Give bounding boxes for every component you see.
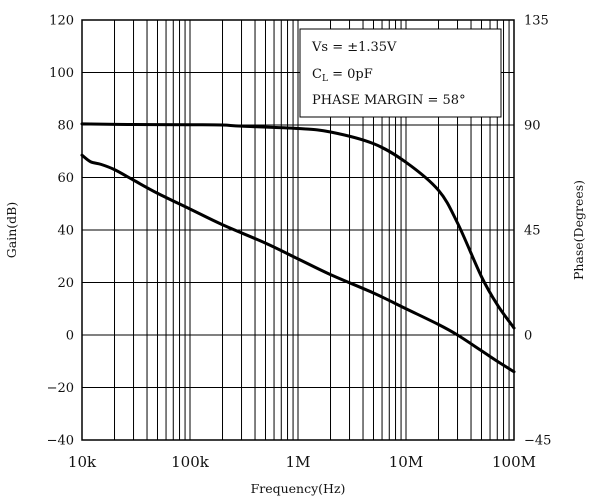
x-tick-label: 10M [389, 453, 423, 471]
x-tick-label: 100k [171, 453, 210, 471]
y-left-tick-label: 100 [49, 66, 74, 81]
legend-frame [299, 28, 502, 118]
legend-cl-value: = 0pF [328, 67, 373, 82]
y-left-tick-label: 120 [49, 14, 74, 29]
y-left-tick-label: 0 [66, 329, 74, 344]
y-left-tick-label: −40 [47, 434, 74, 449]
x-tick-label: 1M [286, 453, 311, 471]
legend-supply-voltage: Vs = ±1.35V [311, 40, 397, 55]
y-right-tick-label: 0 [524, 329, 532, 344]
y-left-axis-label: Gain(dB) [4, 202, 19, 258]
x-tick-label: 10k [68, 453, 97, 471]
y-right-tick-label: 135 [524, 14, 549, 29]
ticks-layer: −40 −20 0 20 40 60 80 100 120 −45 0 45 90 135 10k 100k 1… [47, 14, 552, 472]
y-left-tick-label: 60 [57, 171, 74, 186]
y-right-tick-label: 45 [524, 224, 541, 239]
x-axis-label: Frequency(Hz) [251, 481, 346, 496]
legend-box: Vs = ±1.35V CL = 0pF PHASE MARGIN = 58° [299, 28, 502, 118]
y-left-tick-label: 80 [57, 119, 74, 134]
legend-cl-subscript: L [322, 74, 328, 84]
legend-phase-margin: PHASE MARGIN = 58° [312, 93, 466, 108]
y-right-tick-label: −45 [524, 434, 551, 449]
y-left-tick-label: 40 [57, 224, 74, 239]
y-left-tick-label: 20 [57, 276, 74, 291]
y-right-axis-label: Phase(Degrees) [571, 180, 586, 280]
plot-frame [81, 19, 515, 441]
legend-cl-symbol: C [312, 67, 322, 82]
x-tick-label: 100M [492, 453, 536, 471]
y-right-tick-label: 90 [524, 119, 541, 134]
legend-load-capacitance: CL = 0pF [312, 67, 373, 84]
gain-curve [80, 153, 516, 374]
y-left-tick-label: −20 [47, 381, 74, 396]
series-layer [80, 122, 516, 374]
phase-curve [80, 122, 516, 330]
